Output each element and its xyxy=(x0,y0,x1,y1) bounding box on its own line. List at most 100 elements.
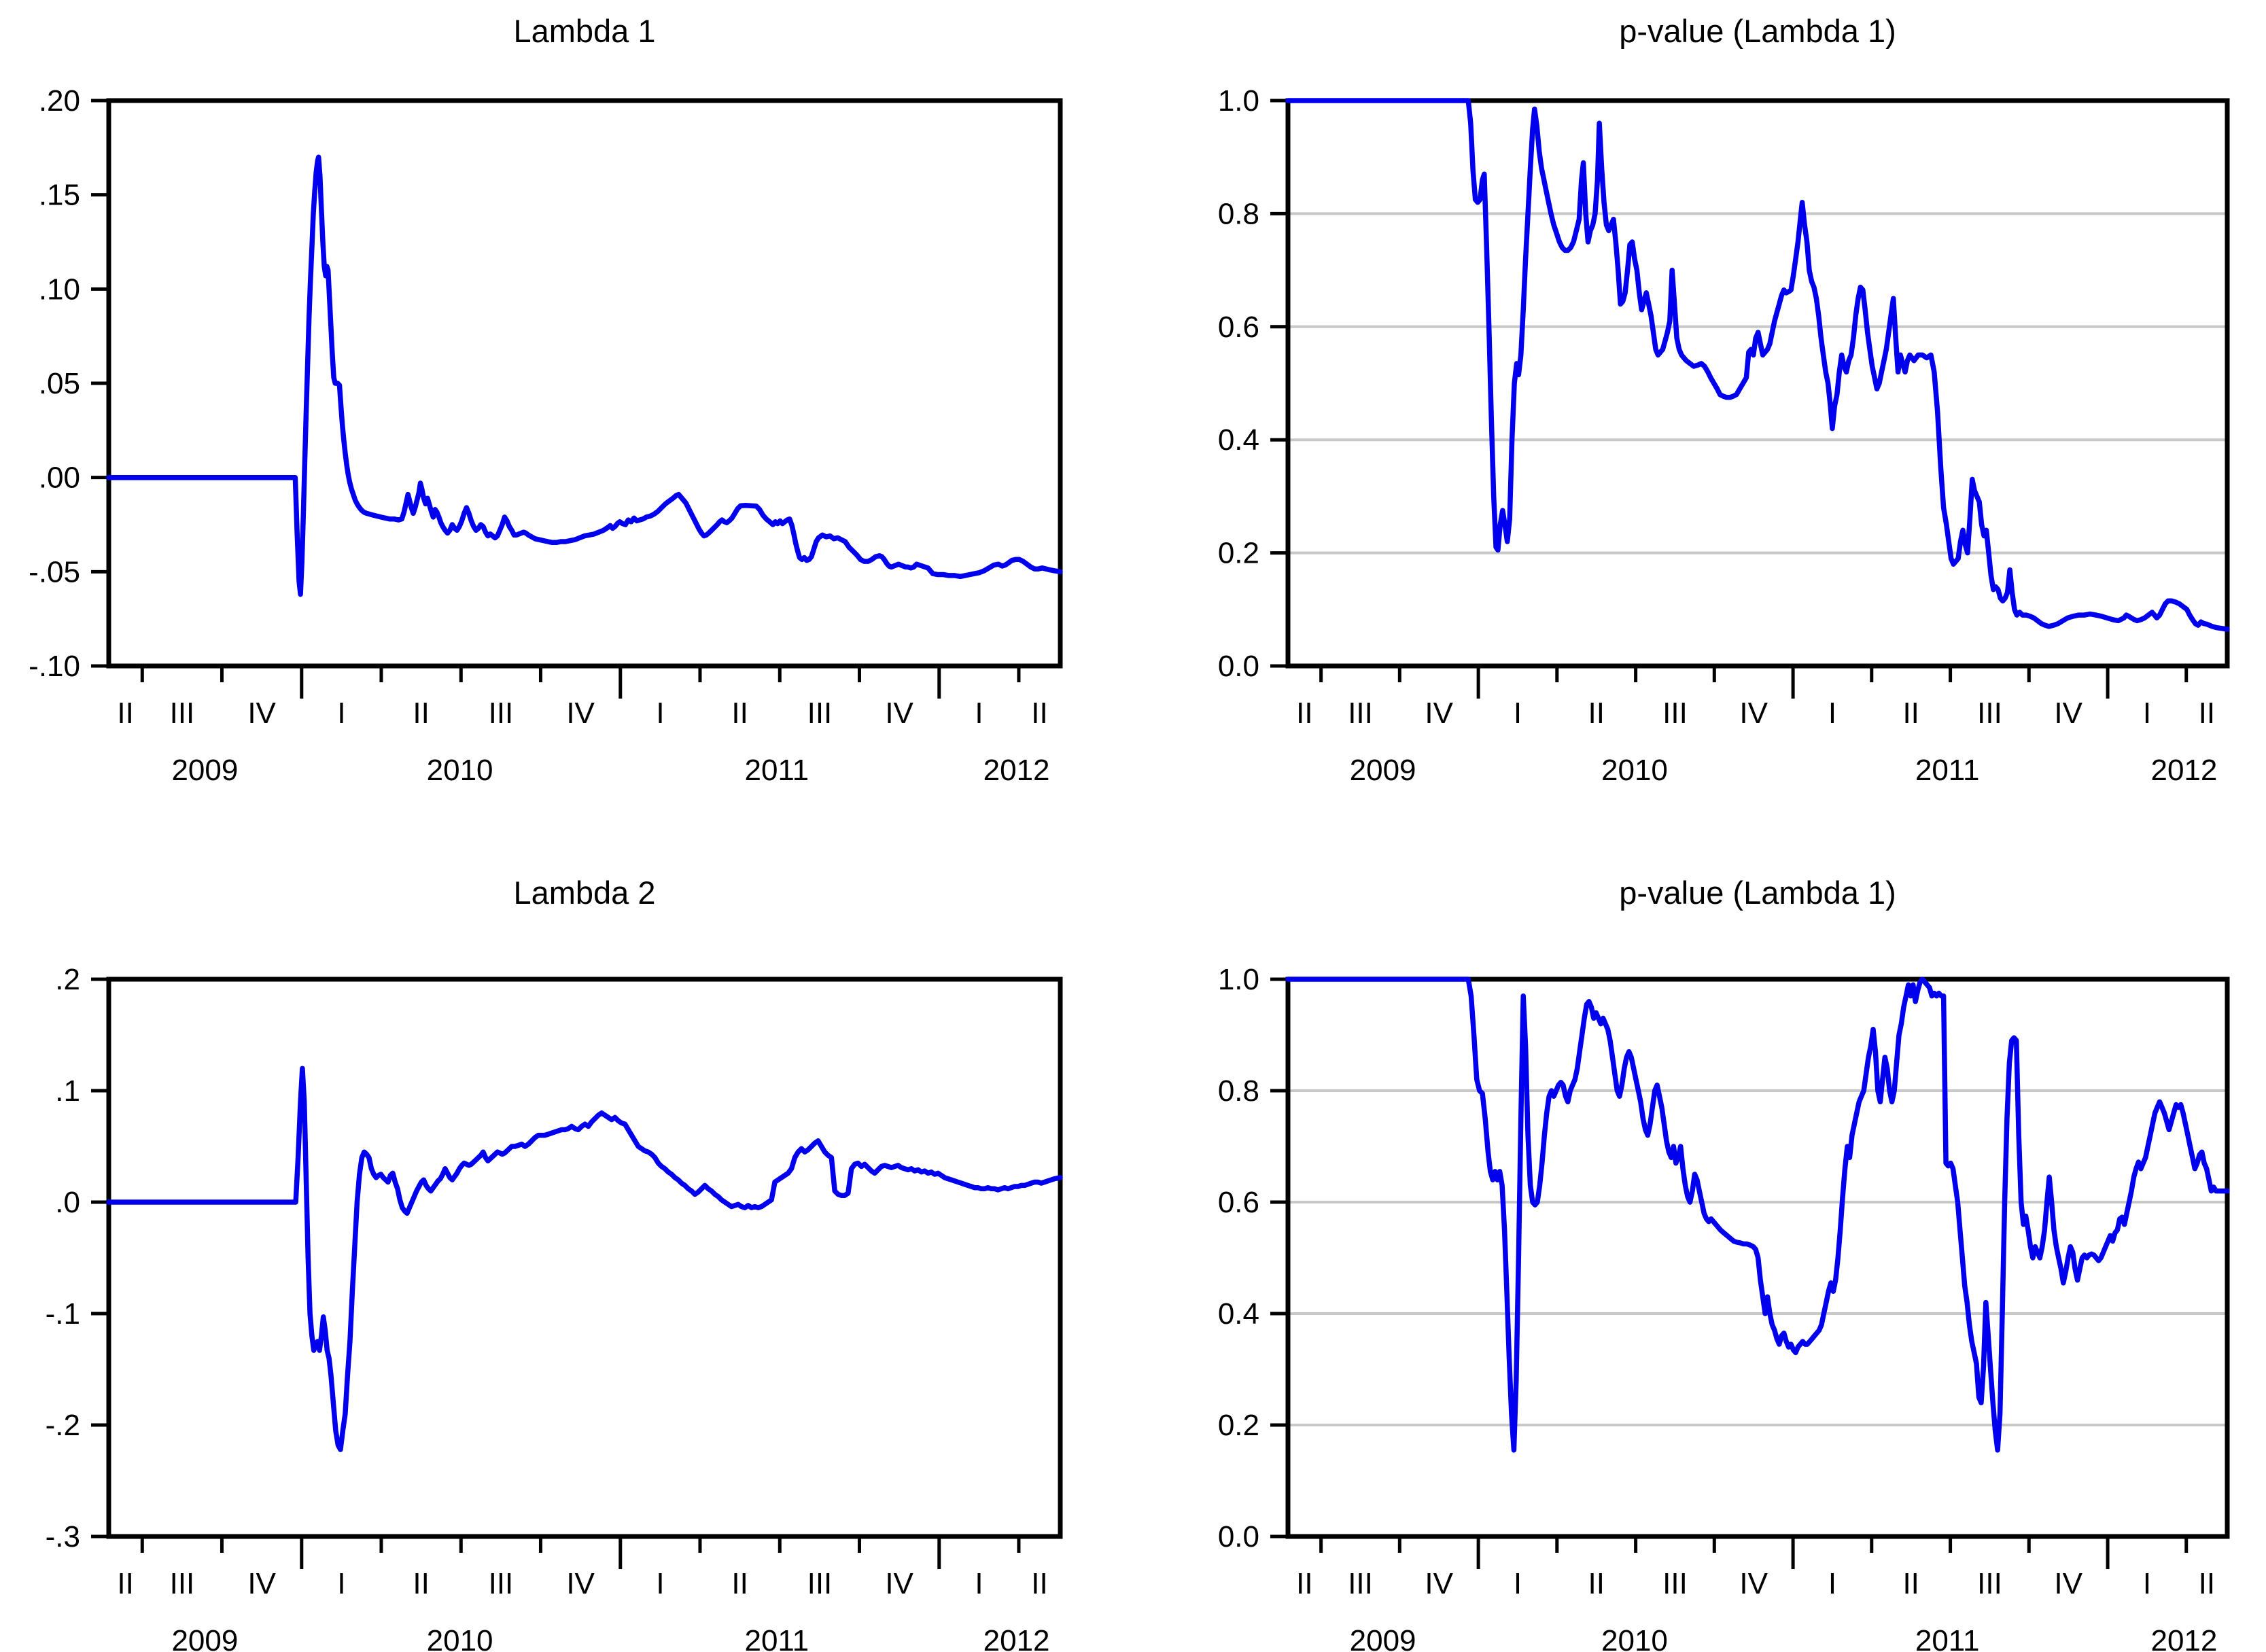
chart-lambda2-svg: .2.1.0-.1-.2-.3II III IV I II III IV I II III IV I I… xyxy=(46,875,1063,1652)
y-tick-label: 1.0 xyxy=(1218,963,1259,996)
x-quarter-label: III xyxy=(1662,697,1688,730)
y-tick-label: 0.8 xyxy=(1218,197,1259,230)
x-quarter-label: III xyxy=(1348,1567,1373,1600)
y-axis: 1.0 0.8 0.6 0.4 0.2 0.0 xyxy=(1218,84,1288,683)
x-year-label: 2010 xyxy=(427,754,493,787)
x-quarter-label: II xyxy=(117,697,133,730)
x-quarter-label: IV xyxy=(1425,697,1453,730)
x-year-label: 2009 xyxy=(1350,754,1416,787)
x-quarter-label: III xyxy=(489,697,514,730)
x-quarter-label: III xyxy=(1977,697,2002,730)
x-year-label: 2009 xyxy=(171,1624,238,1652)
x-quarter-label: II xyxy=(1296,697,1312,730)
x-quarter-label: II xyxy=(1902,697,1919,730)
chart-title: p-value (Lambda 1) xyxy=(1619,13,1896,49)
series-line xyxy=(106,154,1063,597)
chart-pvalue-lambda1-top: 1.0 0.8 0.6 0.4 0.2 0.0 II III IV I II III IV I II III I… xyxy=(1133,0,2266,826)
x-quarter-label: II xyxy=(2199,697,2215,730)
y-axis: 1.0 0.8 0.6 0.4 0.2 0.0 xyxy=(1218,963,1288,1553)
chart-lambda2: .2.1.0 -.1 -.2 -.3 II III IV I II III IV I II III IV I I… xyxy=(0,826,1133,1652)
y-tick-label: -.1 xyxy=(46,1297,80,1331)
x-quarter-label: I xyxy=(975,697,983,730)
x-quarter-label: II xyxy=(117,1567,133,1600)
y-tick-label: -.3 xyxy=(46,1520,80,1553)
x-quarter-label: III xyxy=(807,1567,833,1600)
x-quarter-label: IV xyxy=(566,1567,595,1600)
x-year-label: 2010 xyxy=(1601,1624,1668,1652)
x-quarter-label: II xyxy=(413,697,429,730)
y-tick-label: .15 xyxy=(39,179,80,212)
x-quarter-label: IV xyxy=(885,1567,913,1600)
x-year-label: 2012 xyxy=(983,754,1050,787)
x-year-label: 2012 xyxy=(2150,1624,2217,1652)
x-quarter-label: I xyxy=(2143,1567,2151,1600)
x-quarter-label: IV xyxy=(1739,1567,1768,1600)
x-quarter-label: I xyxy=(656,697,664,730)
series-line xyxy=(1285,977,2230,1453)
x-quarter-label: I xyxy=(1514,1567,1522,1600)
y-tick-label: 0.6 xyxy=(1218,1186,1259,1219)
x-year-label: 2009 xyxy=(1350,1624,1416,1652)
x-quarter-label: IV xyxy=(885,697,913,730)
y-tick-label: 0.6 xyxy=(1218,311,1259,344)
plot-frame xyxy=(1285,977,2230,1539)
x-quarter-label: II xyxy=(1031,697,1047,730)
x-quarter-label: II xyxy=(1588,1567,1604,1600)
y-tick-label: -.10 xyxy=(29,650,80,683)
x-year-label: 2010 xyxy=(427,1624,493,1652)
x-quarter-label: III xyxy=(1662,1567,1688,1600)
y-tick-label: -.05 xyxy=(29,555,80,588)
x-year-label: 2011 xyxy=(744,754,809,787)
x-quarter-label: IV xyxy=(2054,1567,2082,1600)
series-line xyxy=(106,1066,1063,1452)
gridlines xyxy=(1288,1089,2227,1426)
x-quarter-label: III xyxy=(807,697,833,730)
x-quarter-label: II xyxy=(2199,1567,2215,1600)
y-axis: .20 .15 .10 .05 .00 -.05 -.10 xyxy=(29,84,109,683)
y-tick-label: -.2 xyxy=(46,1409,80,1442)
y-tick-label: .1 xyxy=(55,1074,80,1108)
chart-title: p-value (Lambda 1) xyxy=(1619,875,1896,911)
plot-frame xyxy=(106,977,1063,1539)
x-quarter-label: II xyxy=(1296,1567,1312,1600)
y-tick-label: .2 xyxy=(55,963,80,996)
x-quarter-label: I xyxy=(1828,1567,1836,1600)
x-year-label: 2011 xyxy=(1915,1624,1980,1652)
y-tick-label: 0.4 xyxy=(1218,1297,1259,1331)
gridlines xyxy=(1288,212,2227,555)
x-quarter-label: II xyxy=(1902,1567,1919,1600)
chart-pvalue-lambda1-bottom: 1.0 0.8 0.6 0.4 0.2 0.0 II III IV I II III IV I II III I… xyxy=(1133,826,2266,1652)
y-tick-label: 0.4 xyxy=(1218,423,1259,457)
y-tick-label: 0.2 xyxy=(1218,537,1259,570)
x-quarter-label: III xyxy=(489,1567,514,1600)
x-quarter-label: I xyxy=(337,1567,345,1600)
x-quarter-label: IV xyxy=(1739,697,1768,730)
x-quarter-label: IV xyxy=(247,1567,276,1600)
x-quarter-label: II xyxy=(731,697,748,730)
x-quarter-label: I xyxy=(2143,697,2151,730)
x-year-label: 2009 xyxy=(171,754,238,787)
plot-frame xyxy=(106,98,1063,669)
x-quarter-label: I xyxy=(337,697,345,730)
x-quarter-label: I xyxy=(1514,697,1522,730)
y-tick-label: 0.0 xyxy=(1218,650,1259,683)
x-year-label: 2011 xyxy=(744,1624,809,1652)
x-quarter-label: I xyxy=(656,1567,664,1600)
x-quarter-label: III xyxy=(1977,1567,2002,1600)
series-line xyxy=(1285,98,2230,632)
chart-pvalue-lambda1-bottom-svg: 1.00.80.60.40.20.0II III IV I II III IV I II III I… xyxy=(1218,875,2230,1652)
x-quarter-label: II xyxy=(731,1567,748,1600)
y-tick-label: 0.8 xyxy=(1218,1074,1259,1108)
plot-frame xyxy=(1285,98,2230,669)
y-tick-label: .10 xyxy=(39,273,80,306)
y-axis: .2 .1 .0 -.1 -.2 -.3 xyxy=(46,963,109,1553)
x-quarter-label: II xyxy=(413,1567,429,1600)
x-year-label: 2012 xyxy=(983,1624,1050,1652)
x-year-label: 2012 xyxy=(2150,754,2217,787)
x-quarter-label: III xyxy=(170,1567,195,1600)
